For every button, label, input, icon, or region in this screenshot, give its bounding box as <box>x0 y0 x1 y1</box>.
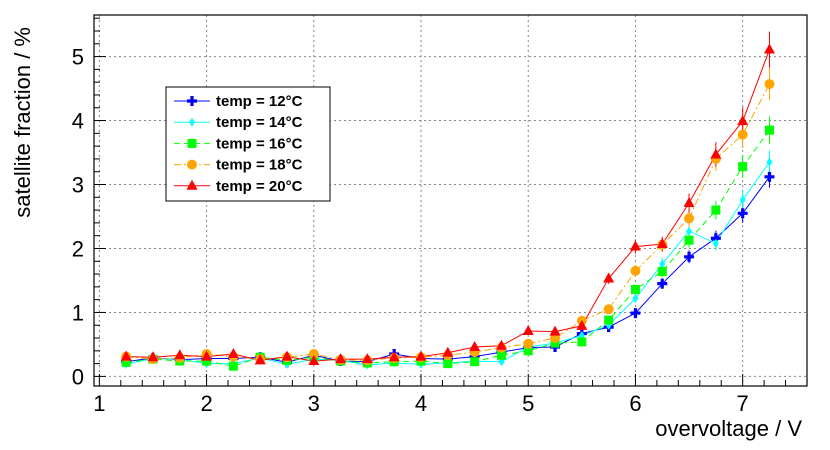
data-point <box>443 359 453 369</box>
data-point <box>361 353 373 364</box>
x-tick-label: 4 <box>415 391 427 416</box>
legend-label-3: temp = 16°C <box>216 135 303 152</box>
data-point <box>202 356 212 366</box>
data-point <box>764 125 774 135</box>
data-point <box>766 157 773 167</box>
data-point <box>415 350 427 361</box>
data-point <box>684 235 694 245</box>
data-point <box>630 308 641 319</box>
data-point <box>388 351 400 362</box>
data-point <box>630 284 640 294</box>
legend-label-4: temp = 18°C <box>216 157 303 174</box>
y-tick-label: 3 <box>72 173 84 198</box>
data-point <box>120 350 132 361</box>
data-point <box>603 304 614 315</box>
legend-label-5: temp = 20°C <box>216 178 303 195</box>
series-line-1 <box>126 176 770 363</box>
data-point <box>603 272 615 283</box>
legend-marker-5 <box>186 179 198 190</box>
legend-marker-4 <box>187 159 197 170</box>
data-point <box>522 324 534 335</box>
data-point <box>523 338 534 349</box>
data-point <box>442 346 454 357</box>
axis-ticks <box>94 17 787 386</box>
y-axis-title: satellite fraction / % <box>10 27 35 218</box>
data-point <box>632 293 639 303</box>
data-point <box>604 315 614 325</box>
legend-marker-1 <box>187 96 197 106</box>
data-point <box>739 195 746 205</box>
data-point <box>684 251 695 262</box>
x-tick-label: 1 <box>93 391 105 416</box>
data-point <box>629 240 641 251</box>
data-point <box>684 213 695 224</box>
data-point <box>228 361 238 371</box>
data-point <box>738 162 748 172</box>
data-point <box>308 355 320 366</box>
data-point <box>737 129 748 140</box>
y-tick-label: 4 <box>72 109 84 134</box>
data-point <box>657 278 668 289</box>
data-point <box>147 351 159 362</box>
y-tick-label: 2 <box>72 236 84 261</box>
x-tick-label: 3 <box>308 391 320 416</box>
data-point <box>659 259 666 269</box>
legend: temp = 12°C temp = 14°C temp = 16°C temp = … <box>165 86 331 202</box>
data-point <box>550 338 560 348</box>
data-point <box>496 350 506 360</box>
data-markers <box>120 43 775 371</box>
legend-marker-3 <box>187 138 197 148</box>
y-tick-label: 0 <box>72 364 84 389</box>
data-point <box>577 337 587 347</box>
data-point <box>712 238 719 248</box>
data-point <box>495 339 507 350</box>
data-point <box>683 197 695 208</box>
legend-label-2: temp = 14°C <box>216 114 303 131</box>
y-tick-label: 1 <box>72 300 84 325</box>
data-point <box>630 265 641 276</box>
data-point <box>470 357 480 367</box>
data-point <box>281 350 293 361</box>
data-point <box>710 148 722 159</box>
data-point <box>711 205 721 215</box>
data-point <box>656 237 668 248</box>
data-point <box>686 226 693 236</box>
data-point <box>737 115 749 126</box>
data-point <box>227 348 239 359</box>
plot-frame <box>93 14 808 387</box>
data-point <box>121 357 131 367</box>
x-tick-label: 5 <box>522 391 534 416</box>
data-point <box>549 325 561 336</box>
data-point <box>254 354 266 365</box>
data-point <box>657 267 667 277</box>
data-point <box>764 79 775 90</box>
data-point <box>174 349 186 360</box>
y-tick-label: 5 <box>72 45 84 70</box>
x-axis-title: overvoltage / V <box>655 416 802 441</box>
data-point <box>576 319 588 330</box>
data-point <box>523 346 533 356</box>
data-point <box>335 353 347 364</box>
data-point <box>737 208 748 219</box>
x-tick-label: 2 <box>200 391 212 416</box>
x-tick-label: 7 <box>737 391 749 416</box>
data-point <box>469 340 481 351</box>
legend-marker-2 <box>189 117 195 127</box>
data-point <box>201 350 213 361</box>
legend-label-1: temp = 12°C <box>216 93 303 110</box>
x-tick-label: 6 <box>629 391 641 416</box>
data-point <box>763 43 775 54</box>
data-point <box>308 349 319 360</box>
data-point <box>764 171 775 182</box>
